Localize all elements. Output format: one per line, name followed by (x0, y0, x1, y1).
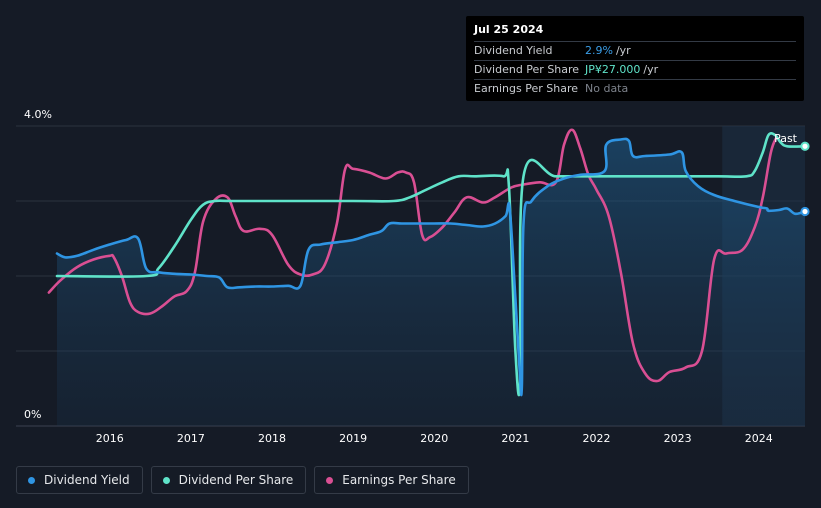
tooltip-row-dividend-yield: Dividend Yield 2.9% /yr (474, 42, 796, 61)
chart-legend: Dividend Yield Dividend Per Share Earnin… (16, 466, 469, 494)
x-tick-label: 2023 (664, 432, 692, 445)
earnings-per-share-line (47, 128, 778, 383)
tooltip-unit: /yr (643, 63, 659, 76)
series-lines (47, 128, 807, 397)
legend-label: Dividend Per Share (178, 473, 294, 487)
x-tick-label: 2019 (339, 432, 367, 445)
x-tick-label: 2020 (420, 432, 448, 445)
tooltip-value: No data (585, 82, 629, 95)
tooltip-panel: Jul 25 2024 Dividend Yield 2.9% /yr Divi… (466, 16, 804, 101)
tooltip-label: Dividend Per Share (474, 63, 580, 76)
dividend-per-share-end-marker (800, 141, 810, 151)
dividend-yield-area-fill (57, 138, 805, 426)
x-tick-label: 2024 (745, 432, 773, 445)
legend-dividend-yield[interactable]: Dividend Yield (16, 466, 143, 494)
x-tick-label: 2021 (501, 432, 529, 445)
x-axis-ticks: 2016 2017 2018 2019 2020 2021 2022 2023 2024 (96, 432, 773, 445)
dividend-yield-line (55, 137, 807, 397)
tooltip-row-dividend-per-share: Dividend Per Share JP¥27.000 /yr (474, 61, 796, 80)
tooltip-unit: /yr (615, 44, 631, 57)
dividend-per-share-dot-icon (162, 476, 170, 484)
dividend-per-share-line (55, 131, 807, 397)
y-axis-labels: 4.0% 0% (24, 108, 52, 421)
tooltip-value: 2.9% (585, 44, 613, 57)
legend-label: Earnings Per Share (342, 473, 456, 487)
x-tick-label: 2017 (177, 432, 205, 445)
dividend-yield-end-marker (800, 206, 810, 217)
tooltip-row-earnings-per-share: Earnings Per Share No data (474, 80, 796, 98)
tooltip-value: JP¥27.000 (585, 63, 641, 76)
y-label-min: 0% (24, 408, 41, 421)
legend-label: Dividend Yield (44, 473, 130, 487)
dividend-yield-dot-icon (28, 476, 35, 484)
tooltip-label: Earnings Per Share (474, 82, 579, 95)
x-tick-label: 2022 (583, 432, 611, 445)
past-label: Past (774, 132, 798, 145)
earnings-per-share-dot-icon (326, 476, 334, 484)
x-tick-label: 2016 (96, 432, 124, 445)
end-markers (800, 141, 810, 217)
x-tick-label: 2018 (258, 432, 286, 445)
dividend-yield-area (57, 138, 805, 426)
y-label-max: 4.0% (24, 108, 52, 121)
legend-earnings-per-share[interactable]: Earnings Per Share (314, 466, 469, 494)
legend-dividend-per-share[interactable]: Dividend Per Share (150, 466, 307, 494)
tooltip-label: Dividend Yield (474, 44, 553, 57)
tooltip-date: Jul 25 2024 (474, 21, 796, 42)
